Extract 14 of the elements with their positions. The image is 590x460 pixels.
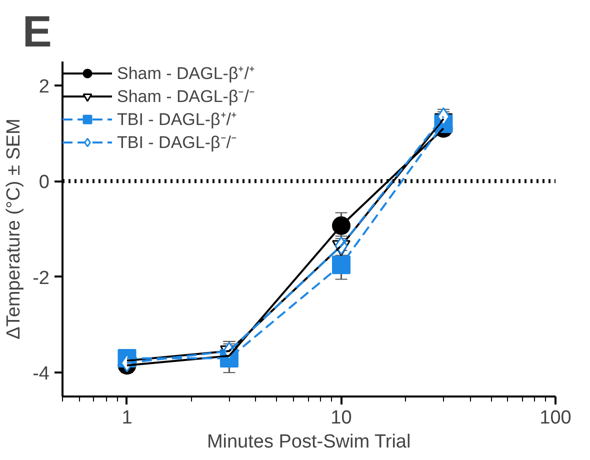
x-tick-label: 10 <box>330 408 352 428</box>
y-tick-label: 0 <box>38 172 50 194</box>
x-axis-title: Minutes Post-Swim Trial <box>206 432 411 452</box>
legend-label: Sham - DAGL-β⁺/⁺ <box>117 63 255 84</box>
y-axis-title: ΔTemperature (°C) ± SEM <box>4 118 25 340</box>
legend-label: TBI - DAGL-β⁺/⁺ <box>117 109 238 130</box>
y-tick-label: -4 <box>32 364 50 385</box>
x-tick-label: 1 <box>122 408 132 428</box>
x-tick-label: 100 <box>540 408 572 428</box>
legend-label: TBI - DAGL-β⁻/⁻ <box>117 132 238 153</box>
y-tick-label: 2 <box>38 76 50 98</box>
y-tick-label: -2 <box>32 268 50 289</box>
text: E <box>22 8 52 56</box>
legend-label: Sham - DAGL-β⁻/⁻ <box>117 86 255 107</box>
